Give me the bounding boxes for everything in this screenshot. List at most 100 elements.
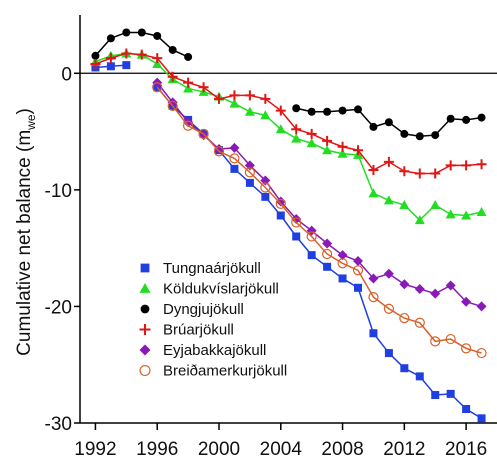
x-tick-label: 2004 xyxy=(260,439,303,460)
marker xyxy=(291,133,302,143)
marker xyxy=(462,405,471,414)
marker xyxy=(260,182,271,193)
marker xyxy=(445,280,456,291)
marker xyxy=(229,142,240,153)
marker xyxy=(244,106,255,116)
marker xyxy=(430,200,441,210)
y-tick-label: 0 xyxy=(61,64,72,85)
marker xyxy=(430,336,441,347)
marker xyxy=(122,28,131,37)
legend-label: Breiðamerkurjökull xyxy=(163,362,287,379)
marker xyxy=(352,265,364,276)
marker xyxy=(461,160,472,171)
legend-marker xyxy=(139,283,151,293)
marker xyxy=(121,48,132,59)
marker xyxy=(153,31,162,40)
x-tick-label: 1992 xyxy=(74,439,116,460)
marker xyxy=(245,178,254,187)
x-tick-label: 2012 xyxy=(383,439,425,460)
series-line xyxy=(95,52,482,175)
marker xyxy=(476,347,487,359)
marker xyxy=(229,98,240,108)
marker xyxy=(291,124,302,135)
marker xyxy=(323,262,332,271)
legend-label: Eyjabakkajökull xyxy=(163,342,266,359)
marker xyxy=(368,273,379,284)
marker xyxy=(291,214,302,224)
marker xyxy=(337,141,348,152)
legend-marker xyxy=(140,304,150,314)
marker xyxy=(430,288,441,299)
marker xyxy=(275,105,286,116)
marker xyxy=(445,209,456,219)
marker xyxy=(91,51,100,60)
marker xyxy=(168,45,177,54)
y-tick-label: -30 xyxy=(45,414,72,435)
legend-marker xyxy=(140,263,150,273)
legend-label: Köldukvíslarjökull xyxy=(163,280,279,297)
marker xyxy=(198,82,209,93)
marker xyxy=(414,317,425,328)
marker xyxy=(137,28,146,37)
marker xyxy=(337,250,348,261)
legend-label: Tungnaárjökull xyxy=(163,260,261,277)
marker xyxy=(353,145,363,156)
marker xyxy=(354,283,362,292)
marker xyxy=(414,283,425,294)
y-label-sub: we xyxy=(24,114,38,131)
marker xyxy=(368,165,379,176)
marker xyxy=(476,301,487,312)
marker xyxy=(477,113,486,122)
marker xyxy=(415,132,424,141)
marker xyxy=(307,107,316,116)
marker xyxy=(260,93,271,104)
marker xyxy=(400,129,409,138)
marker xyxy=(214,93,224,104)
x-tick-label: 2000 xyxy=(198,439,240,460)
marker xyxy=(90,58,101,69)
marker xyxy=(383,268,394,279)
marker xyxy=(230,164,239,173)
marker xyxy=(106,62,115,71)
marker xyxy=(244,160,255,171)
marker xyxy=(445,333,456,345)
marker xyxy=(414,168,425,179)
marker xyxy=(354,105,362,114)
marker xyxy=(383,156,394,167)
marker xyxy=(368,292,379,303)
y-axis-label: Cumulative net balance (mwe) xyxy=(14,108,38,356)
marker xyxy=(229,90,240,101)
marker xyxy=(431,391,440,400)
marker xyxy=(275,196,286,207)
marker xyxy=(167,71,178,82)
marker xyxy=(214,144,224,155)
marker xyxy=(445,160,456,171)
marker xyxy=(136,49,147,60)
marker xyxy=(399,312,410,324)
marker xyxy=(152,82,163,93)
marker xyxy=(244,90,255,101)
marker xyxy=(122,61,131,70)
marker xyxy=(198,128,209,140)
x-tick-label: 1996 xyxy=(136,439,178,460)
marker xyxy=(384,349,393,358)
legend-label: Dyngjujökull xyxy=(163,301,244,318)
marker xyxy=(306,231,317,242)
marker xyxy=(476,159,487,170)
y-tick-label: -10 xyxy=(45,181,72,202)
marker xyxy=(306,138,317,148)
marker xyxy=(414,215,425,225)
marker xyxy=(213,146,225,157)
marker xyxy=(152,53,163,64)
marker xyxy=(306,128,317,139)
x-tick-label: 2016 xyxy=(445,439,487,460)
marker xyxy=(400,364,409,373)
marker xyxy=(322,145,333,155)
marker xyxy=(477,414,486,423)
legend-marker xyxy=(139,364,151,377)
marker xyxy=(244,167,255,178)
marker xyxy=(431,131,440,140)
marker xyxy=(369,122,378,131)
marker xyxy=(446,114,455,123)
marker xyxy=(260,110,271,120)
